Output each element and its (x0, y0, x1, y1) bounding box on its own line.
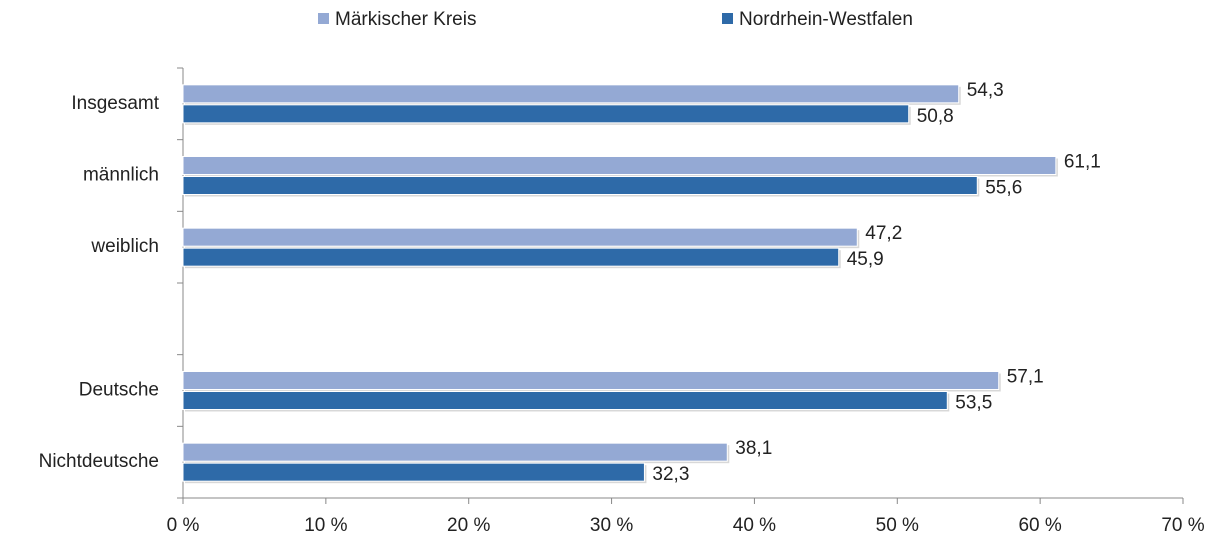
legend-swatch (722, 13, 733, 24)
bar (182, 371, 1000, 390)
bar (182, 156, 1057, 175)
y-tick-label: männlich (83, 165, 159, 186)
bar (182, 462, 645, 482)
data-label: 50,8 (917, 106, 954, 127)
data-label: 57,1 (1007, 367, 1044, 388)
bar (182, 442, 728, 462)
x-tick-label: 60 % (1018, 515, 1061, 536)
x-tick-label: 50 % (876, 515, 919, 536)
bar (182, 176, 978, 195)
data-label: 55,6 (985, 178, 1022, 199)
x-tick-label: 70 % (1161, 515, 1204, 536)
x-tick-label: 40 % (733, 515, 776, 536)
legend-label: Nordrhein-Westfalen (739, 9, 913, 30)
x-tick-label: 0 % (167, 515, 200, 536)
data-label: 53,5 (955, 393, 992, 414)
x-tick-label: 30 % (590, 515, 633, 536)
bar (182, 247, 840, 267)
y-tick-label: weiblich (90, 236, 159, 257)
x-tick-label: 10 % (304, 515, 347, 536)
bar (182, 391, 948, 410)
bar (182, 227, 858, 247)
y-tick-label: Deutsche (79, 380, 159, 401)
y-tick-label: Nichtdeutsche (39, 451, 159, 472)
legend-swatch (318, 13, 329, 24)
legend-label: Märkischer Kreis (335, 9, 476, 30)
x-tick-label: 20 % (447, 515, 490, 536)
data-label: 54,3 (967, 80, 1004, 101)
data-label: 38,1 (735, 438, 772, 459)
data-label: 32,3 (652, 464, 689, 485)
bar (182, 104, 910, 124)
bar (182, 84, 960, 104)
y-tick-label: Insgesamt (71, 93, 159, 114)
data-label: 47,2 (865, 223, 902, 244)
data-label: 45,9 (847, 249, 884, 270)
data-label: 61,1 (1064, 152, 1101, 173)
